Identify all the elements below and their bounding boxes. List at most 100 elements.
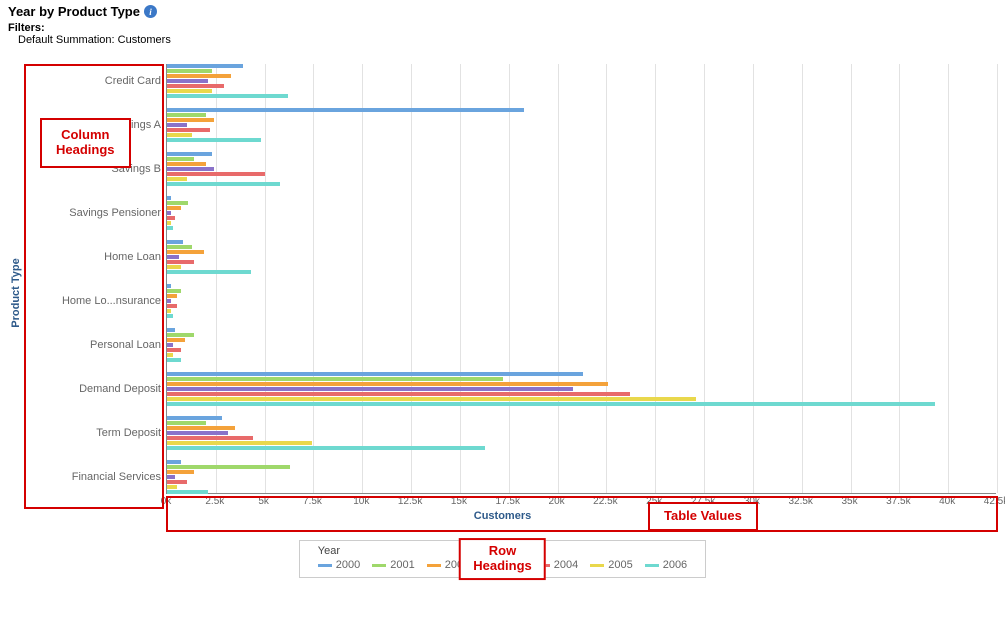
grid-line — [851, 64, 852, 493]
legend-swatch — [590, 564, 604, 567]
category-label: Savings Pensioner — [69, 207, 161, 219]
bar[interactable] — [167, 226, 173, 230]
bar[interactable] — [167, 392, 630, 396]
bar[interactable] — [167, 397, 696, 401]
bar[interactable] — [167, 167, 214, 171]
x-tick-label: 25k — [646, 496, 662, 507]
x-tick-label: 10k — [353, 496, 369, 507]
bar[interactable] — [167, 294, 177, 298]
legend-item[interactable]: 2001 — [372, 559, 414, 571]
bar[interactable] — [167, 128, 210, 132]
bar[interactable] — [167, 64, 243, 68]
x-tick-label: 0k — [161, 496, 172, 507]
x-tick-label: 20k — [549, 496, 565, 507]
bar[interactable] — [167, 348, 181, 352]
bar[interactable] — [167, 265, 181, 269]
bar[interactable] — [167, 314, 173, 318]
bar[interactable] — [167, 372, 583, 376]
grid-line — [265, 64, 266, 493]
legend-swatch — [318, 564, 332, 567]
category-label: Financial Services — [72, 471, 161, 483]
bar[interactable] — [167, 333, 194, 337]
grid-line — [655, 64, 656, 493]
bar[interactable] — [167, 157, 194, 161]
bar[interactable] — [167, 328, 175, 332]
x-axis-title: Customers — [8, 510, 997, 522]
grid-line — [460, 64, 461, 493]
bar[interactable] — [167, 255, 179, 259]
bar[interactable] — [167, 358, 181, 362]
bar[interactable] — [167, 485, 177, 489]
bar[interactable] — [167, 338, 185, 342]
bar[interactable] — [167, 260, 194, 264]
bar[interactable] — [167, 402, 935, 406]
grid-line — [411, 64, 412, 493]
bar[interactable] — [167, 377, 503, 381]
bar[interactable] — [167, 201, 188, 205]
bar[interactable] — [167, 206, 181, 210]
bar[interactable] — [167, 421, 206, 425]
bar[interactable] — [167, 436, 253, 440]
chart-plot-area: Credit CardSavings ASavings BSavings Pen… — [166, 64, 996, 494]
bar[interactable] — [167, 270, 251, 274]
bar[interactable] — [167, 475, 175, 479]
bar[interactable] — [167, 382, 608, 386]
chart-container: Product Type Credit CardSavings ASavings… — [8, 64, 997, 522]
bar[interactable] — [167, 211, 171, 215]
bar[interactable] — [167, 245, 192, 249]
bar[interactable] — [167, 118, 214, 122]
bar[interactable] — [167, 182, 280, 186]
bar[interactable] — [167, 289, 181, 293]
bar[interactable] — [167, 240, 183, 244]
bar[interactable] — [167, 123, 187, 127]
bar[interactable] — [167, 79, 208, 83]
bar[interactable] — [167, 177, 187, 181]
info-icon[interactable]: i — [144, 5, 157, 18]
bar[interactable] — [167, 69, 212, 73]
category-label: Savings A — [112, 119, 161, 131]
bar[interactable] — [167, 309, 171, 313]
bar[interactable] — [167, 172, 265, 176]
category-label: Demand Deposit — [79, 383, 161, 395]
bar[interactable] — [167, 304, 177, 308]
bar[interactable] — [167, 89, 212, 93]
grid-line — [558, 64, 559, 493]
x-tick-label: 32.5k — [788, 496, 812, 507]
bar[interactable] — [167, 84, 224, 88]
bar[interactable] — [167, 299, 171, 303]
bar[interactable] — [167, 74, 231, 78]
bar[interactable] — [167, 426, 235, 430]
legend-swatch — [427, 564, 441, 567]
legend-item[interactable]: 2006 — [645, 559, 687, 571]
annotation-row-headings-label: Row Headings — [469, 542, 536, 576]
legend-item[interactable]: 2000 — [318, 559, 360, 571]
bar[interactable] — [167, 387, 573, 391]
bar[interactable] — [167, 480, 187, 484]
bar[interactable] — [167, 465, 290, 469]
category-label: Credit Card — [105, 75, 161, 87]
bar[interactable] — [167, 108, 524, 112]
bar[interactable] — [167, 216, 175, 220]
bar[interactable] — [167, 221, 171, 225]
bar[interactable] — [167, 343, 173, 347]
bar[interactable] — [167, 431, 228, 435]
bar[interactable] — [167, 446, 485, 450]
bar[interactable] — [167, 152, 212, 156]
bar[interactable] — [167, 250, 204, 254]
legend-item[interactable]: 2005 — [590, 559, 632, 571]
bar[interactable] — [167, 284, 171, 288]
bar[interactable] — [167, 353, 173, 357]
bar[interactable] — [167, 470, 194, 474]
bar[interactable] — [167, 196, 171, 200]
category-label: Home Lo...nsurance — [62, 295, 161, 307]
bar[interactable] — [167, 416, 222, 420]
bar[interactable] — [167, 94, 288, 98]
bar[interactable] — [167, 162, 206, 166]
bar[interactable] — [167, 133, 192, 137]
legend-label: 2004 — [554, 559, 578, 571]
bar[interactable] — [167, 441, 312, 445]
bar[interactable] — [167, 113, 206, 117]
bar[interactable] — [167, 138, 261, 142]
chart-title: Year by Product Type — [8, 4, 140, 19]
bar[interactable] — [167, 460, 181, 464]
